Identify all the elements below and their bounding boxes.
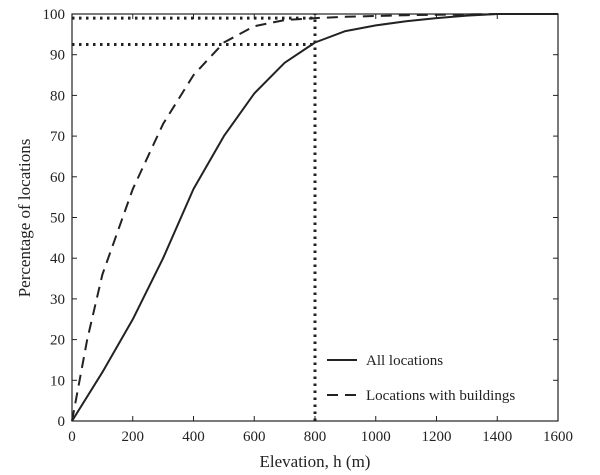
series-line-2 <box>71 13 558 422</box>
y-tick-label: 50 <box>50 211 65 227</box>
x-tick-label: 200 <box>122 429 145 445</box>
y-tick-label: 0 <box>58 414 66 430</box>
x-axis-ticks: 0 200 400 600 800 1000 1200 1400 1600 <box>68 14 573 445</box>
x-tick-label: 600 <box>243 429 266 445</box>
x-tick-label: 1400 <box>482 429 512 445</box>
y-tick-label: 20 <box>50 333 65 349</box>
y-tick-label: 70 <box>50 129 65 145</box>
x-tick-label: 1600 <box>543 429 573 445</box>
legend: All locations Locations with buildings <box>327 353 515 404</box>
y-tick-label: 60 <box>50 170 65 186</box>
y-tick-label: 80 <box>50 88 65 104</box>
legend-label-2: Locations with buildings <box>366 388 515 404</box>
y-tick-label: 30 <box>50 292 65 308</box>
x-tick-label: 800 <box>304 429 327 445</box>
y-tick-label: 40 <box>50 251 65 267</box>
y-axis-ticks: 0 10 20 30 40 50 60 70 80 90 100 <box>43 7 558 430</box>
y-tick-label: 100 <box>43 7 66 23</box>
x-tick-label: 400 <box>182 429 205 445</box>
x-tick-label: 0 <box>68 429 76 445</box>
y-axis-label: Percentage of locations <box>15 139 34 298</box>
x-tick-label: 1200 <box>422 429 452 445</box>
y-tick-label: 10 <box>50 373 65 389</box>
x-axis-label: Elevation, h (m) <box>260 452 371 471</box>
y-tick-label: 90 <box>50 48 65 64</box>
x-tick-label: 1000 <box>361 429 391 445</box>
legend-label-1: All locations <box>366 353 443 369</box>
series-group <box>71 13 558 422</box>
